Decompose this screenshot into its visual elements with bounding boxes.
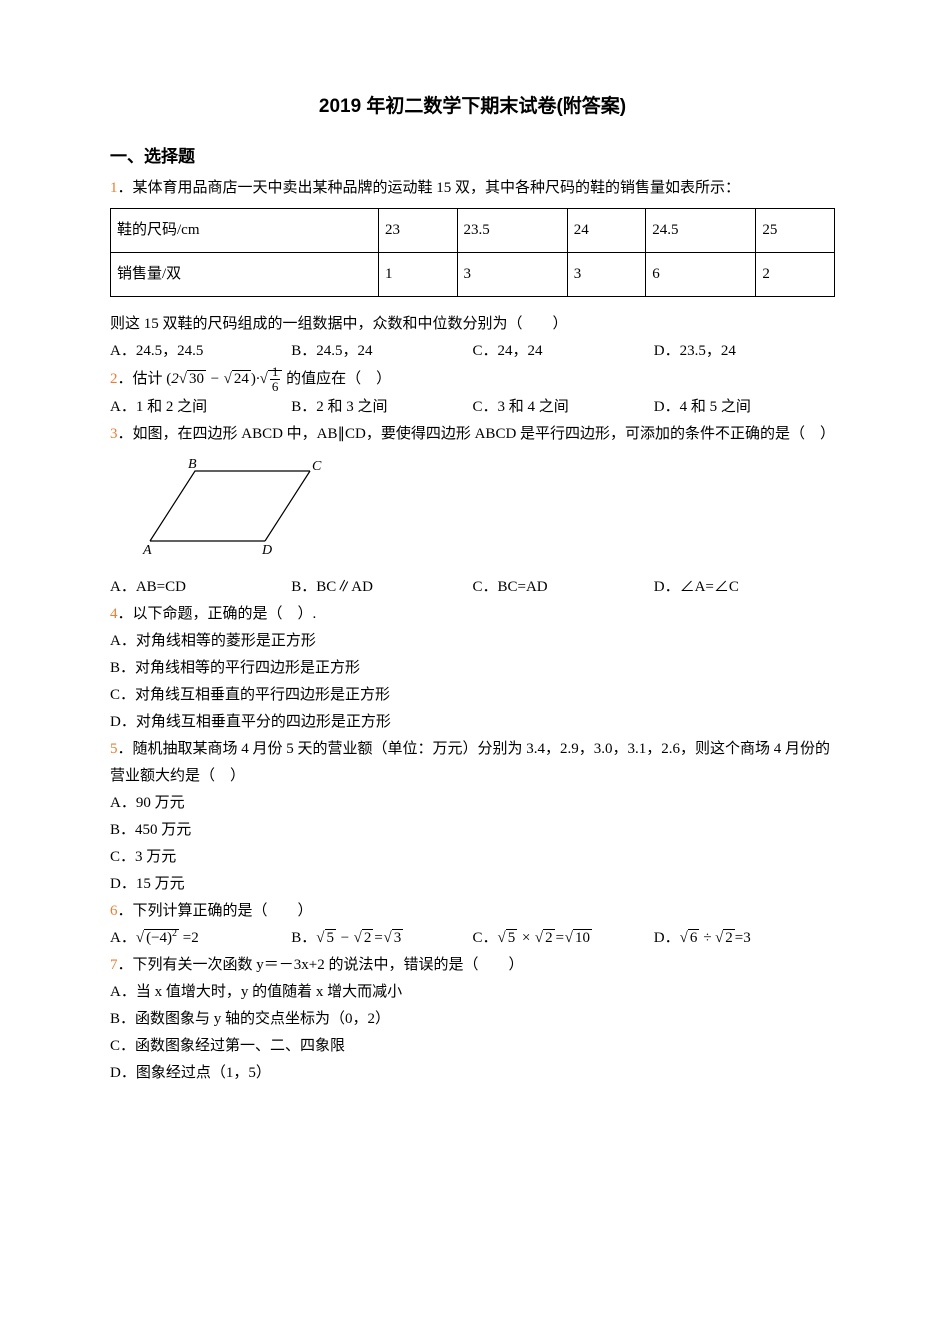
q3-number: 3 [110,426,118,442]
exam-title: 2019 年初二数学下期末试卷(附答案) [110,90,835,124]
table-cell: 24 [567,208,646,252]
table-cell: 3 [567,252,646,296]
question-3: 3．如图，在四边形 ABCD 中，AB∥CD，要使得四边形 ABCD 是平行四边… [110,421,835,448]
q3-opt-c: C．BC=AD [473,574,654,601]
q1-number: 1 [110,180,118,196]
q6-opt-d: D．6 ÷ 2=3 [654,925,835,952]
table-cell: 6 [646,252,756,296]
q2-opt-a: A．1 和 2 之间 [110,394,291,421]
question-5: 5．随机抽取某商场 4 月份 5 天的营业额（单位：万元）分别为 3.4，2.9… [110,736,835,790]
q2-stem: ．估计 [118,371,163,387]
q3-opt-d: D．∠A=∠C [654,574,835,601]
table-cell: 23 [378,208,457,252]
q7-opt-b: B．函数图象与 y 轴的交点坐标为（0，2） [110,1006,835,1033]
q7-options: A．当 x 值增大时，y 的值随着 x 增大而减小 B．函数图象与 y 轴的交点… [110,979,835,1087]
table-cell: 1 [378,252,457,296]
q4-opt-a: A．对角线相等的菱形是正方形 [110,628,835,655]
q4-opt-c: C．对角线互相垂直的平行四边形是正方形 [110,682,835,709]
q1-opt-d: D．23.5，24 [654,338,835,365]
svg-text:B: B [188,457,197,472]
q6-options: A．(−4)2 =2 B．5 − 2=3 C．5 × 2=10 D．6 ÷ 2=… [110,925,835,952]
table-cell: 23.5 [457,208,567,252]
question-2: 2．估计 (230 − 24)·16 的值应在（ ） [110,365,835,395]
q5-opt-b: B．450 万元 [110,817,835,844]
q1-options: A．24.5，24.5 B．24.5，24 C．24，24 D．23.5，24 [110,338,835,365]
q7-opt-d: D．图象经过点（1，5） [110,1060,835,1087]
q2-number: 2 [110,371,118,387]
q1-stem-b: 则这 15 双鞋的尺码组成的一组数据中，众数和中位数分别为（ ） [110,311,835,338]
q6-opt-b: B．5 − 2=3 [291,925,472,952]
q3-figure: A B C D [140,456,835,566]
question-4: 4．以下命题，正确的是（ ）. [110,601,835,628]
q3-opt-a: A．AB=CD [110,574,291,601]
q5-number: 5 [110,741,118,757]
q1-stem-a: ．某体育用品商店一天中卖出某种品牌的运动鞋 15 双，其中各种尺码的鞋的销售量如… [118,180,741,196]
q4-stem: ．以下命题，正确的是（ ）. [118,606,317,622]
q6-opt-c: C．5 × 2=10 [473,925,654,952]
svg-text:D: D [261,543,272,556]
q7-opt-a: A．当 x 值增大时，y 的值随着 x 增大而减小 [110,979,835,1006]
q2-options: A．1 和 2 之间 B．2 和 3 之间 C．3 和 4 之间 D．4 和 5… [110,394,835,421]
q5-stem: ．随机抽取某商场 4 月份 5 天的营业额（单位：万元）分别为 3.4，2.9，… [110,741,830,784]
q6-stem: ．下列计算正确的是（ ） [118,903,313,919]
q3-opt-b: B．BC∥AD [291,574,472,601]
question-1: 1．某体育用品商店一天中卖出某种品牌的运动鞋 15 双，其中各种尺码的鞋的销售量… [110,175,835,202]
q1-opt-b: B．24.5，24 [291,338,472,365]
table-cell: 销售量/双 [111,252,379,296]
svg-text:A: A [142,543,152,556]
q3-stem: ．如图，在四边形 ABCD 中，AB∥CD，要使得四边形 ABCD 是平行四边形… [118,426,836,442]
q2-opt-d: D．4 和 5 之间 [654,394,835,421]
q5-opt-d: D．15 万元 [110,871,835,898]
table-cell: 鞋的尺码/cm [111,208,379,252]
q4-opt-d: D．对角线互相垂直平分的四边形是正方形 [110,709,835,736]
q1-opt-a: A．24.5，24.5 [110,338,291,365]
q1-opt-c: C．24，24 [473,338,654,365]
table-row: 销售量/双 1 3 3 6 2 [111,252,835,296]
q5-opt-c: C．3 万元 [110,844,835,871]
table-cell: 2 [756,252,835,296]
table-cell: 24.5 [646,208,756,252]
q6-number: 6 [110,903,118,919]
q4-number: 4 [110,606,118,622]
q5-opt-a: A．90 万元 [110,790,835,817]
question-7: 7．下列有关一次函数 y＝－3x+2 的说法中，错误的是（ ） [110,952,835,979]
q5-options: A．90 万元 B．450 万元 C．3 万元 D．15 万元 [110,790,835,898]
q1-table: 鞋的尺码/cm 23 23.5 24 24.5 25 销售量/双 1 3 3 6… [110,208,835,297]
section-1-heading: 一、选择题 [110,142,835,173]
q2-opt-b: B．2 和 3 之间 [291,394,472,421]
q4-opt-b: B．对角线相等的平行四边形是正方形 [110,655,835,682]
q3-options: A．AB=CD B．BC∥AD C．BC=AD D．∠A=∠C [110,574,835,601]
parallelogram-icon: A B C D [140,456,330,556]
table-cell: 25 [756,208,835,252]
q7-opt-c: C．函数图象经过第一、二、四象限 [110,1033,835,1060]
svg-text:C: C [312,459,322,474]
q2-expression: (230 − 24)·16 [166,371,286,387]
q7-stem: ．下列有关一次函数 y＝－3x+2 的说法中，错误的是（ ） [118,957,524,973]
q7-number: 7 [110,957,118,973]
q4-options: A．对角线相等的菱形是正方形 B．对角线相等的平行四边形是正方形 C．对角线互相… [110,628,835,736]
q6-opt-a: A．(−4)2 =2 [110,925,291,952]
question-6: 6．下列计算正确的是（ ） [110,898,835,925]
q2-tail: 的值应在（ ） [286,371,391,387]
q2-opt-c: C．3 和 4 之间 [473,394,654,421]
table-cell: 3 [457,252,567,296]
table-row: 鞋的尺码/cm 23 23.5 24 24.5 25 [111,208,835,252]
